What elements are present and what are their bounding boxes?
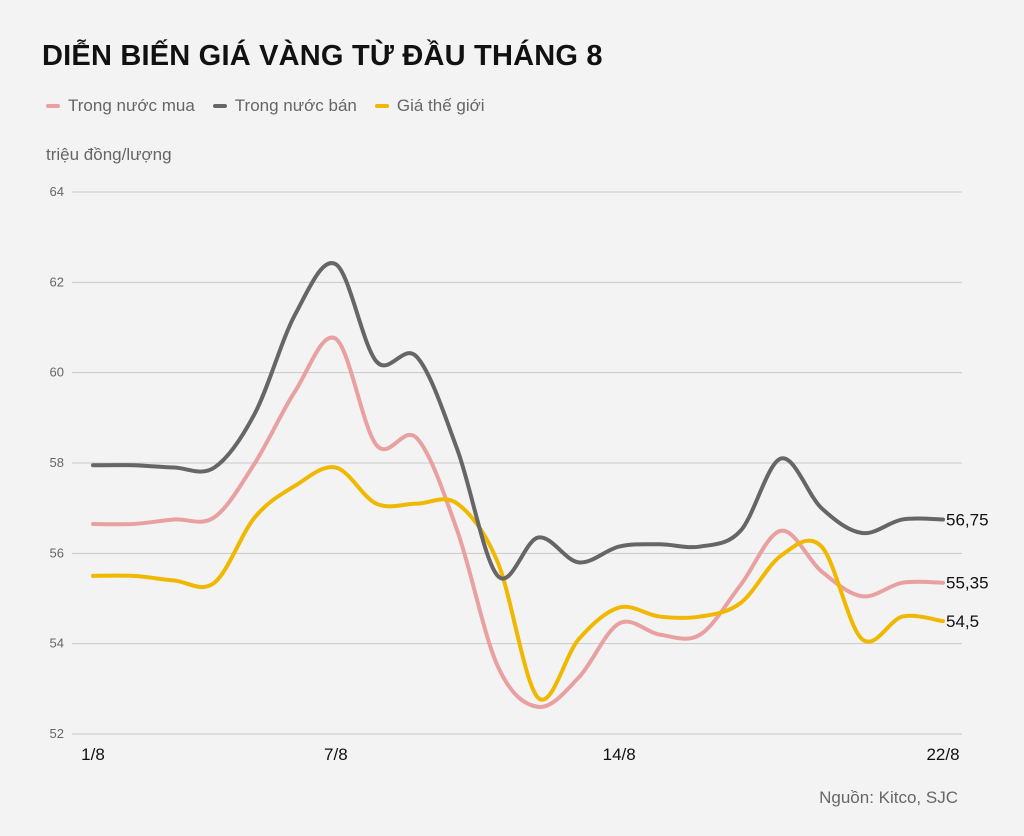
x-tick-label: 22/8: [926, 745, 959, 764]
y-tick-label: 62: [50, 274, 64, 289]
y-tick-labels: 52 54 56 58 60 62 64: [50, 184, 64, 741]
end-label-0: 55,35: [946, 574, 989, 593]
x-tick-label: 14/8: [603, 745, 636, 764]
y-tick-label: 56: [50, 545, 64, 560]
end-label-1: 56,75: [946, 510, 989, 529]
y-axis-label: triệu đồng/lượng: [46, 145, 172, 164]
legend-swatch-sell: [212, 104, 227, 108]
y-tick-label: 64: [50, 184, 64, 199]
legend-label-world: Giá thế giới: [396, 96, 485, 115]
y-tick-label: 58: [50, 455, 64, 470]
y-tick-label: 52: [50, 726, 64, 741]
series-line-0: [91, 335, 945, 709]
legend-swatch-buy: [46, 104, 60, 108]
y-tick-label: 60: [50, 365, 64, 380]
gridlines: [72, 191, 962, 735]
legend-label-buy: Trong nước mua: [68, 96, 195, 115]
x-tick-label: 7/8: [324, 745, 348, 764]
x-tick-label: 1/8: [81, 745, 105, 764]
y-tick-label: 54: [50, 636, 64, 651]
legend: Trong nước mua Trong nước bán Giá thế gi…: [46, 96, 485, 116]
x-tick-labels: 1/8 7/8 14/8 22/8: [81, 745, 959, 764]
legend-label-sell: Trong nước bán: [234, 96, 357, 115]
legend-swatch-world: [374, 104, 389, 108]
legend-item-world: Giá thế giới: [374, 96, 485, 116]
series-line-2: [91, 465, 945, 702]
chart-title: DIỄN BIẾN GIÁ VÀNG TỪ ĐẦU THÁNG 8: [42, 40, 603, 72]
series-lines: [91, 261, 945, 709]
series-line-1: [91, 261, 945, 581]
end-value-labels: 55,35 56,75 54,5: [946, 510, 989, 631]
legend-item-buy: Trong nước mua: [46, 96, 195, 116]
end-label-2: 54,5: [946, 612, 979, 631]
legend-item-sell: Trong nước bán: [212, 96, 357, 116]
source-note: Nguồn: Kitco, SJC: [819, 788, 958, 807]
